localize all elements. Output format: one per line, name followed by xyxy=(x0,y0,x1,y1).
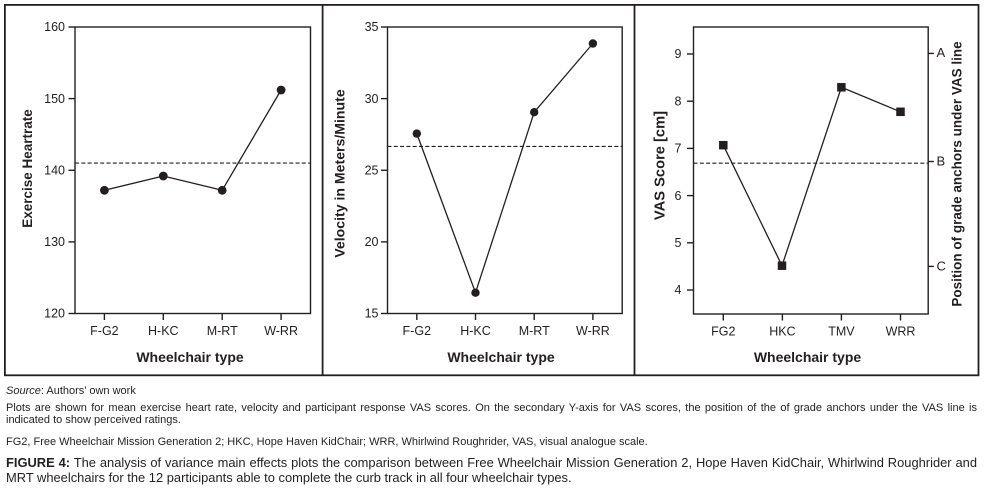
svg-text:Exercise Heartrate: Exercise Heartrate xyxy=(20,109,35,228)
svg-text:FG2: FG2 xyxy=(711,325,735,339)
svg-text:30: 30 xyxy=(365,92,379,106)
svg-text:W-RR: W-RR xyxy=(576,324,610,338)
svg-text:15: 15 xyxy=(365,307,379,321)
svg-text:F-G2: F-G2 xyxy=(90,324,119,338)
svg-text:25: 25 xyxy=(365,164,379,178)
svg-text:Wheelchair type: Wheelchair type xyxy=(754,349,862,365)
svg-text:8: 8 xyxy=(675,94,682,108)
svg-text:Velocity in Meters/Minute: Velocity in Meters/Minute xyxy=(332,89,348,258)
svg-text:Wheelchair type: Wheelchair type xyxy=(447,349,555,365)
svg-text:35: 35 xyxy=(365,20,379,34)
svg-text:HKC: HKC xyxy=(769,325,795,339)
svg-text:120: 120 xyxy=(44,307,65,321)
svg-text:VAS Score [cm]: VAS Score [cm] xyxy=(653,111,669,220)
svg-text:Position of grade anchors unde: Position of grade anchors under VAS line xyxy=(950,41,965,307)
svg-text:150: 150 xyxy=(44,92,65,106)
svg-text:TMV: TMV xyxy=(828,325,855,339)
svg-text:130: 130 xyxy=(44,235,65,249)
svg-text:H-KC: H-KC xyxy=(460,324,491,338)
svg-text:W-RR: W-RR xyxy=(264,324,298,338)
svg-text:WRR: WRR xyxy=(886,325,916,339)
svg-text:Wheelchair type: Wheelchair type xyxy=(136,349,244,365)
svg-text:F-G2: F-G2 xyxy=(403,324,432,338)
svg-text:M-RT: M-RT xyxy=(519,324,550,338)
svg-text:H-KC: H-KC xyxy=(148,324,179,338)
svg-text:6: 6 xyxy=(675,189,682,203)
svg-text:140: 140 xyxy=(44,164,65,178)
svg-text:M-RT: M-RT xyxy=(207,324,238,338)
svg-text:B: B xyxy=(937,153,946,168)
svg-text:20: 20 xyxy=(365,235,379,249)
svg-text:C: C xyxy=(937,259,946,274)
svg-text:A: A xyxy=(937,45,946,60)
svg-text:160: 160 xyxy=(44,20,65,34)
svg-text:7: 7 xyxy=(675,142,682,156)
svg-text:4: 4 xyxy=(675,283,682,297)
svg-text:9: 9 xyxy=(675,47,682,61)
svg-text:5: 5 xyxy=(675,236,682,250)
